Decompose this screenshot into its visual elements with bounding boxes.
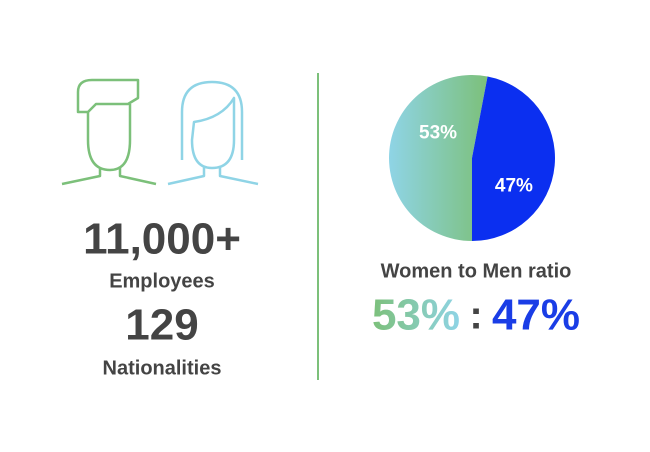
ratio-women: 53% — [372, 291, 460, 340]
pie-slice — [388, 75, 488, 241]
stat-value: 11,000+ — [83, 215, 241, 264]
slice-label: 47% — [495, 176, 533, 197]
ratio-men: 47% — [492, 291, 580, 340]
stat-label: Employees — [109, 270, 215, 292]
man-icon — [61, 78, 157, 186]
pie-slice — [472, 76, 555, 242]
woman-icon — [167, 80, 259, 186]
stat-value: 129 — [125, 301, 198, 350]
ratio-separator: : — [469, 294, 482, 338]
slice-label: 53% — [419, 122, 457, 143]
chart-title: Women to Men ratio — [381, 260, 572, 282]
stat-label: Nationalities — [103, 357, 222, 379]
